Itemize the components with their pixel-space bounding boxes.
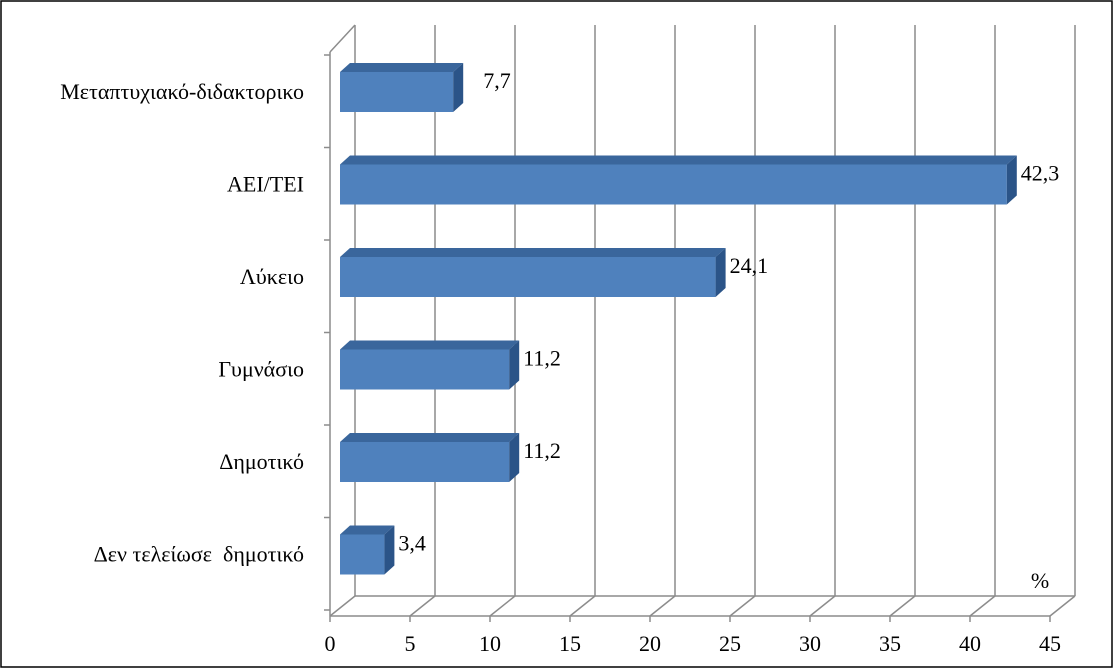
unit-label: %: [1031, 568, 1049, 593]
bar: [340, 72, 454, 112]
data-label: 3,4: [398, 531, 426, 556]
bar-side-face: [715, 248, 726, 297]
data-label: 24,1: [730, 253, 769, 278]
floor-gridline: [649, 595, 676, 617]
x-tick-label: 30: [799, 631, 821, 656]
data-label: 7,7: [483, 68, 511, 93]
floor-gridline: [1049, 595, 1076, 617]
floor-gridline: [889, 595, 916, 617]
labels: 0 5 10 15 20 25 30 35 40 45 Μεταπτυχιακό-διδακτορι…: [60, 68, 1061, 656]
bar: [340, 349, 510, 390]
bar-top-face: [340, 340, 520, 350]
axes: [324, 24, 1051, 622]
bar-top-face: [340, 525, 395, 535]
bar-top-face: [340, 248, 726, 257]
floor-gridline: [409, 595, 436, 617]
bar-top-face: [340, 433, 520, 442]
x-tick-label: 15: [559, 631, 581, 656]
floor-gridline: [569, 595, 596, 617]
category-label: Δημοτικό: [219, 449, 304, 474]
floor-gridline: [969, 595, 996, 617]
x-tick-label: 40: [959, 631, 981, 656]
bar: [340, 534, 385, 575]
data-label: 42,3: [1021, 161, 1060, 186]
x-tick-label: 10: [479, 631, 501, 656]
gridlines: [329, 25, 1076, 617]
x-tick-label: 5: [405, 631, 416, 656]
floor-gridline: [489, 595, 516, 617]
bar-side-face: [384, 525, 395, 575]
data-label: 11,2: [523, 346, 561, 371]
bar: [340, 442, 510, 482]
floor-gridline: [809, 595, 836, 617]
bar: [340, 257, 716, 297]
category-label: Μεταπτυχιακό-διδακτορικο: [60, 79, 304, 104]
floor-gridline: [329, 595, 356, 617]
x-tick-label: 25: [719, 631, 741, 656]
bar-side-face: [453, 63, 464, 112]
category-label: Γυμνάσιο: [218, 357, 304, 382]
bar: [340, 164, 1007, 205]
bar-side-face: [509, 340, 520, 390]
x-tick-label: 0: [325, 631, 336, 656]
x-tick-label: 45: [1039, 631, 1061, 656]
category-label: ΑΕΙ/ΤΕΙ: [227, 172, 304, 197]
x-tick-label: 20: [639, 631, 661, 656]
x-tick-label: 35: [879, 631, 901, 656]
bar-top-face: [340, 63, 464, 72]
category-label: Δεν τελείωσε δημοτικό: [94, 542, 304, 567]
y-axis-top-edge: [329, 24, 356, 53]
data-label: 11,2: [523, 438, 561, 463]
bar-top-face: [340, 155, 1017, 165]
category-label: Λύκειο: [240, 264, 304, 289]
bars: [340, 63, 1017, 575]
bar-side-face: [1006, 155, 1017, 205]
bar-side-face: [509, 433, 520, 482]
floor-gridline: [729, 595, 756, 617]
